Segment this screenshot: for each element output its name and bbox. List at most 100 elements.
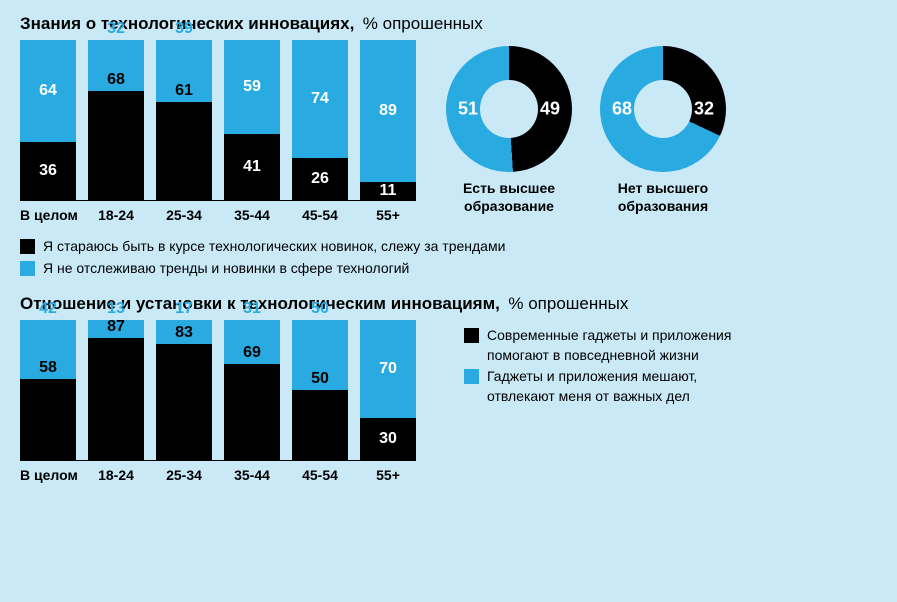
chart2-bars: 58428713831769315050 70 30 <box>20 320 416 461</box>
donut-charts: 51 49 Есть высшееобразование 6832 Нет высшег… <box>446 46 726 215</box>
bar-col: 8713 <box>88 320 144 460</box>
bar-segment-dark: 41 <box>224 134 280 200</box>
axis-label: В целом <box>20 467 76 483</box>
bar-col: 59 41 <box>224 40 280 200</box>
donut-value-blue: 68 <box>612 99 632 120</box>
bar-col: 5050 <box>292 320 348 460</box>
bar-segment-dark <box>20 379 76 460</box>
donut-ring: 6832 <box>600 46 726 172</box>
bar-value-blue: 32 <box>88 20 144 38</box>
bar-segment-dark: 30 <box>360 418 416 460</box>
legend2-dark-label: Современные гаджеты и приложения помогаю… <box>487 326 764 365</box>
chart2: 58428713831769315050 70 30 В целом 18-24 25-… <box>20 320 416 483</box>
bar-segment-dark: 11 <box>360 182 416 200</box>
chart1-legend: Я стараюсь быть в курсе технологических … <box>20 237 877 278</box>
bar-value-dark: 36 <box>39 162 57 180</box>
section-bottom: 58428713831769315050 70 30 В целом 18-24 25-… <box>20 320 877 483</box>
bar-value-dark: 41 <box>243 158 261 176</box>
bar-value-blue: 70 <box>379 360 397 378</box>
bar-value-dark: 87 <box>88 318 144 336</box>
bar-value-dark: 50 <box>292 370 348 388</box>
bar-segment-dark <box>156 344 212 460</box>
bar-value-dark: 30 <box>379 430 397 448</box>
axis-label: 18-24 <box>88 467 144 483</box>
bar-col: 64 36 <box>20 40 76 200</box>
bar-value-dark: 68 <box>88 71 144 89</box>
donut: 51 49 Есть высшееобразование <box>446 46 572 215</box>
bar-segment-dark <box>156 102 212 200</box>
axis-label: 55+ <box>360 467 416 483</box>
axis-label: 45-54 <box>292 467 348 483</box>
bar-segment-dark <box>88 91 144 200</box>
axis-label: 35-44 <box>224 467 280 483</box>
axis-label: 55+ <box>360 207 416 223</box>
legend-row-dark: Я стараюсь быть в курсе технологических … <box>20 237 877 257</box>
bar-segment-dark <box>88 338 144 460</box>
chart1-title: Знания о технологических инновациях, % о… <box>20 14 877 34</box>
donut-hole <box>634 80 692 138</box>
donut: 6832 Нет высшегообразования <box>600 46 726 215</box>
bar-col: 5842 <box>20 320 76 460</box>
legend-blue-label: Я не отслеживаю тренды и новинки в сфере… <box>43 259 409 279</box>
bar-segment-blue: 59 <box>224 40 280 134</box>
bar-col: 6139 <box>156 40 212 200</box>
bar-value-dark: 61 <box>156 82 212 100</box>
bar-segment-dark: 36 <box>20 142 76 200</box>
donut-hole <box>480 80 538 138</box>
chart1-axis-labels: В целом 18-24 25-34 35-44 45-54 55+ <box>20 207 416 223</box>
donut-value-blue: 51 <box>458 99 478 120</box>
donut-caption: Есть высшееобразование <box>446 180 572 215</box>
chart2-title: Отношение и установки к технологическим … <box>20 294 877 314</box>
chart1-title-rest: % опрошенных <box>363 14 483 33</box>
bar-value-blue: 89 <box>379 102 397 120</box>
donut-caption: Нет высшегообразования <box>600 180 726 215</box>
axis-label: 35-44 <box>224 207 280 223</box>
bar-col: 74 26 <box>292 40 348 200</box>
bar-value-dark: 26 <box>311 170 329 188</box>
bar-segment-blue: 89 <box>360 40 416 182</box>
bar-col: 89 11 <box>360 40 416 200</box>
bar-segment-dark <box>292 390 348 460</box>
chart2-title-rest: % опрошенных <box>508 294 628 313</box>
legend-dark-label: Я стараюсь быть в курсе технологических … <box>43 237 505 257</box>
bar-col: 6931 <box>224 320 280 460</box>
donut-value-dark: 49 <box>540 99 560 120</box>
section-top: 643668326139594174268911 В целом18-2425-… <box>20 40 877 223</box>
axis-label: 45-54 <box>292 207 348 223</box>
legend2-row-blue: Гаджеты и приложения мешают, отвлекают м… <box>464 367 764 406</box>
chart1-bars: 64 36 6832613959 41 74 26 89 11 <box>20 40 416 201</box>
bar-value-dark: 69 <box>224 344 280 362</box>
axis-label: 25-34 <box>156 207 212 223</box>
bar-col: 70 30 <box>360 320 416 460</box>
bar-value-blue: 31 <box>224 300 280 318</box>
bar-col: 6832 <box>88 40 144 200</box>
chart2-axis-labels: В целом 18-24 25-34 35-44 45-54 55+ <box>20 467 416 483</box>
bar-value-blue: 74 <box>311 90 329 108</box>
bar-col: 8317 <box>156 320 212 460</box>
bar-value-dark: 11 <box>380 182 397 200</box>
bar-segment-dark: 26 <box>292 158 348 200</box>
legend-row-blue: Я не отслеживаю тренды и новинки в сфере… <box>20 259 877 279</box>
legend2-blue-label: Гаджеты и приложения мешают, отвлекают м… <box>487 367 764 406</box>
bar-value-blue: 39 <box>156 20 212 38</box>
chart1: 64 36 6832613959 41 74 26 89 11 В целом 18-24 25-… <box>20 40 416 223</box>
bar-value-blue: 64 <box>39 82 57 100</box>
bar-value-dark: 83 <box>156 324 212 342</box>
chart2-legend: Современные гаджеты и приложения помогаю… <box>464 326 764 408</box>
axis-label: 25-34 <box>156 467 212 483</box>
axis-label: 18-24 <box>88 207 144 223</box>
bar-segment-dark <box>224 364 280 461</box>
swatch-dark-icon <box>464 328 479 343</box>
bar-value-blue: 13 <box>88 300 144 318</box>
bar-value-blue: 42 <box>20 300 76 318</box>
donut-ring: 51 49 <box>446 46 572 172</box>
bar-value-dark: 58 <box>20 359 76 377</box>
axis-label: В целом <box>20 207 76 223</box>
bar-value-blue: 50 <box>292 300 348 318</box>
swatch-dark-icon <box>20 239 35 254</box>
bar-segment-blue: 74 <box>292 40 348 158</box>
bar-segment-blue: 64 <box>20 40 76 142</box>
swatch-blue-icon <box>20 261 35 276</box>
bar-value-blue: 17 <box>156 300 212 318</box>
swatch-blue-icon <box>464 369 479 384</box>
